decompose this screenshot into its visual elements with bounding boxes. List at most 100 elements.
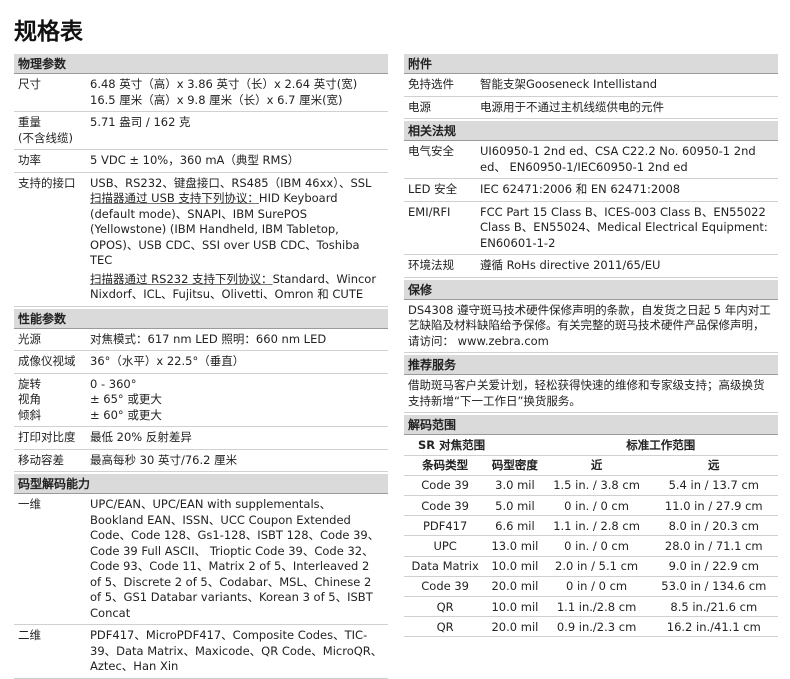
spec-value: 5 VDC ± 10%，360 mA（典型 RMS）: [90, 153, 300, 167]
table-row: PDF417 6.6 mil 1.1 in. / 2.8 cm 8.0 in / 20…: [404, 515, 778, 537]
table-cell: 0.9 in./2.3 cm: [543, 616, 650, 638]
column-header: 近: [543, 455, 650, 476]
table-cell: 6.6 mil: [486, 515, 544, 537]
usb-protocol-heading: 扫描器通过 USB 支持下列协议：: [90, 191, 259, 205]
spec-row-contrast: 打印对比度 最低 20% 反射差异: [14, 427, 388, 450]
table-cell: 1.1 in. / 2.8 cm: [543, 515, 650, 537]
warranty-text: DS4308 遵守斑马技术硬件保修声明的条款，自发货之日起 5 年内对工艺缺陷及…: [404, 300, 778, 353]
table-cell: 0 in / 0 cm: [543, 576, 650, 598]
spec-label: 成像仪视域: [18, 354, 76, 368]
spec-row-led: LED 安全 IEC 62471:2006 和 EN 62471:2008: [404, 179, 778, 202]
section-header-range: 解码范围: [404, 415, 778, 435]
table-cell: 10.0 mil: [486, 556, 544, 577]
spec-row-psu: 电源 电源用于不通过主机线缆供电的元件: [404, 97, 778, 119]
spec-row-emi: EMI/RFI FCC Part 15 Class B、ICES-003 Clas…: [404, 202, 778, 255]
table-cell: UPC: [404, 535, 487, 557]
spec-label: 旋转: [18, 376, 41, 391]
spec-label: 免持选件: [408, 77, 454, 91]
column-header: 远: [649, 455, 778, 476]
table-row: UPC 13.0 mil 0 in. / 0 cm 28.0 in / 71.1 cm: [404, 535, 778, 557]
spec-label: 环境法规: [408, 258, 454, 272]
spec-label: 一维: [18, 497, 41, 511]
spec-value: ± 60° 或更大: [90, 407, 162, 422]
table-row: Code 39 20.0 mil 0 in / 0 cm 53.0 in / 134.…: [404, 576, 778, 598]
spec-value: 5.71 盎司 / 162 克: [90, 115, 191, 129]
spec-value: 6.48 英寸（高）x 3.86 英寸（长）x 2.64 英寸(宽): [90, 77, 358, 91]
table-cell: 0 in. / 0 cm: [543, 535, 650, 557]
table-row: QR 10.0 mil 1.1 in./2.8 cm 8.5 in./21.6 cm: [404, 596, 778, 618]
spec-label: 尺寸: [18, 77, 41, 91]
column-header: 码型密度: [486, 455, 544, 476]
spec-row-env: 环境法规 遵循 RoHs directive 2011/65/EU: [404, 255, 778, 278]
section-header-warranty: 保修: [404, 279, 778, 300]
spec-label: 支持的接口: [18, 175, 76, 190]
spec-label: LED 安全: [408, 182, 458, 196]
table-cell: 10.0 mil: [486, 596, 544, 618]
left-column: 物理参数 尺寸 6.48 英寸（高）x 3.86 英寸（长）x 2.64 英寸(宽…: [14, 54, 388, 679]
table-cell: Code 39: [404, 475, 487, 497]
spec-label: 二维: [18, 628, 41, 642]
spec-label: 视角: [18, 392, 41, 406]
spec-value: Standard、Wincor Nixdorf、ICL、Fujitsu、Oliv…: [90, 271, 377, 302]
spec-row-motion: 移动容差 最高每秒 30 英寸/76.2 厘米: [14, 450, 388, 472]
table-cell: Data Matrix: [404, 556, 487, 577]
spec-label: 移动容差: [18, 452, 64, 467]
table-row: Code 39 5.0 mil 0 in. / 0 cm 11.0 in / 27.9…: [404, 495, 778, 517]
spec-label: 电源: [408, 99, 431, 114]
table-cell: 8.5 in./21.6 cm: [649, 596, 778, 618]
table-row: QR 20.0 mil 0.9 in./2.3 cm 16.2 in./41.1 cm: [404, 616, 778, 638]
spec-value: USB、RS232、键盘接口、RS485（IBM 46xx）、SSL: [90, 175, 372, 190]
spec-value: IEC 62471:2006 和 EN 62471:2008: [480, 182, 681, 196]
table-cell: 3.0 mil: [486, 475, 544, 497]
table-cell: 1.5 in. / 3.8 cm: [543, 475, 650, 497]
spec-row-dimensions: 尺寸 6.48 英寸（高）x 3.86 英寸（长）x 2.64 英寸(宽) 16.5…: [14, 74, 388, 112]
section-header-accessories: 附件: [404, 54, 778, 74]
services-text: 借助斑马客户关爱计划，轻松获得快速的维修和专家级支持；高级换货支持新增“下一工作…: [404, 375, 778, 413]
spec-row-power: 功率 5 VDC ± 10%，360 mA（典型 RMS）: [14, 150, 388, 173]
spec-row-handsfree: 免持选件 智能支架Gooseneck Intellistand: [404, 74, 778, 97]
table-row: Data Matrix 10.0 mil 2.0 in / 5.1 cm 9.0 in…: [404, 556, 778, 577]
spec-value: ± 65° 或更大: [90, 392, 162, 406]
table-cell: QR: [404, 596, 487, 618]
table-cell: 9.0 in / 22.9 cm: [649, 556, 778, 577]
spec-value: 0 - 360°: [90, 376, 137, 391]
spec-label: (不含线缆): [18, 130, 73, 145]
table-cell: 2.0 in / 5.1 cm: [543, 556, 650, 577]
spec-label: 功率: [18, 153, 41, 167]
section-header-services: 推荐服务: [404, 355, 778, 375]
spec-label: EMI/RFI: [408, 204, 451, 219]
spec-label: 光源: [18, 331, 41, 346]
spec-row-2d: 二维 PDF417、MicroPDF417、Composite Codes、TIC…: [14, 625, 388, 679]
table-cell: 20.0 mil: [486, 616, 544, 638]
table-cell: QR: [404, 616, 487, 638]
spec-value: 遵循 RoHs directive 2011/65/EU: [480, 258, 661, 272]
spec-row-fov: 成像仪视域 36°（水平）x 22.5°（垂直）: [14, 351, 388, 374]
spec-value: 最低 20% 反射差异: [90, 430, 192, 444]
spec-row-electrical: 电气安全 UI60950-1 2nd ed、CSA C22.2 No. 60950…: [404, 141, 778, 179]
spec-value: 最高每秒 30 英寸/76.2 厘米: [90, 452, 238, 467]
spec-label: 倾斜: [18, 407, 41, 422]
right-column: 附件 免持选件 智能支架Gooseneck Intellistand 电源 电源用于…: [404, 54, 778, 638]
spec-value: HID Keyboard (default mode)、SNAPI、IBM Su…: [90, 191, 360, 267]
spec-value: FCC Part 15 Class B、ICES-003 Class B、EN5…: [480, 204, 768, 250]
spec-value: 36°（水平）x 22.5°（垂直）: [90, 354, 245, 368]
table-cell: Code 39: [404, 576, 487, 598]
table-cell: 20.0 mil: [486, 576, 544, 598]
table-cell: 8.0 in / 20.3 cm: [649, 515, 778, 537]
spec-row-angles: 旋转 视角 倾斜 0 - 360° ± 65° 或更大 ± 60° 或更大: [14, 374, 388, 427]
table-cell: 28.0 in / 71.1 cm: [649, 535, 778, 557]
table-cell: 11.0 in / 27.9 cm: [649, 495, 778, 517]
spec-row-interface: 支持的接口 USB、RS232、键盘接口、RS485（IBM 46xx）、SSL…: [14, 173, 388, 307]
spec-value: 智能支架Gooseneck Intellistand: [480, 77, 658, 91]
spec-label: 电气安全: [408, 144, 454, 158]
decode-range-table: SR 对焦范围 标准工作范围 条码类型 码型密度近远 Code 39 3.0 mil 1…: [404, 435, 778, 638]
sr-range-header: SR 对焦范围: [404, 435, 544, 456]
spec-value: UPC/EAN、UPC/EAN with supplementals、Bookl…: [90, 497, 380, 620]
section-header-regulatory: 相关法规: [404, 121, 778, 141]
table-cell: 5.4 in / 13.7 cm: [649, 475, 778, 497]
spec-value: 电源用于不通过主机线缆供电的元件: [480, 99, 664, 114]
table-cell: 5.0 mil: [486, 495, 544, 517]
spec-value: PDF417、MicroPDF417、Composite Codes、TIC-3…: [90, 628, 383, 673]
spec-row-weight: 重量 (不含线缆) 5.71 盎司 / 162 克: [14, 112, 388, 150]
rs232-protocol-heading: 扫描器通过 RS232 支持下列协议：: [90, 271, 273, 286]
